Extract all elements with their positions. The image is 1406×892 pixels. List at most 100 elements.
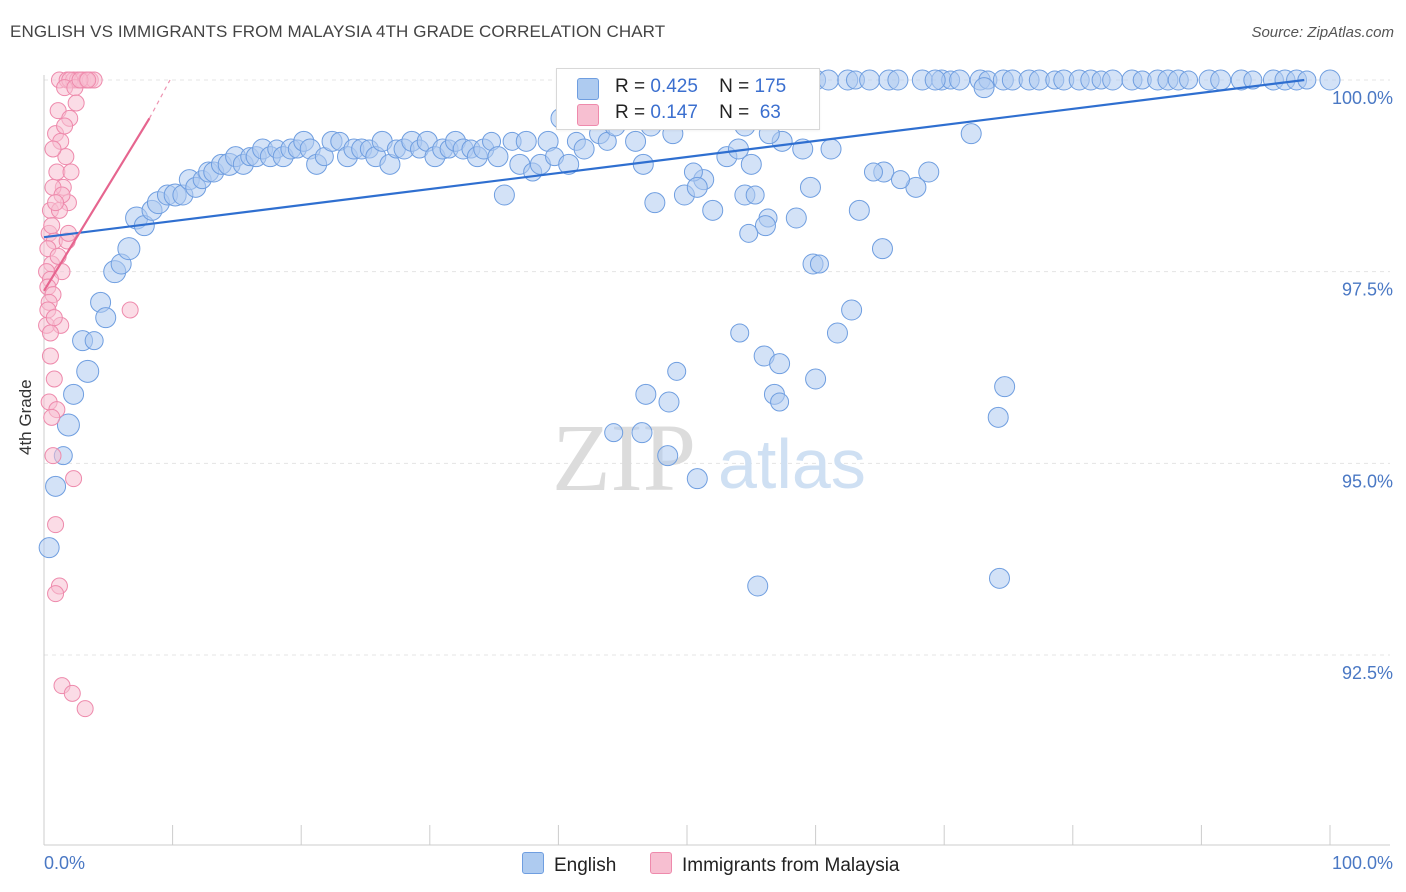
english-point xyxy=(799,176,821,198)
malaysia-trend-extension xyxy=(148,79,171,119)
english-point xyxy=(785,207,807,229)
english-point xyxy=(487,146,509,168)
english-point xyxy=(739,223,759,243)
stats-legend: R = 0.425 N = 175 R = 0.147 N = 63 xyxy=(556,68,820,130)
legend-swatch-malaysia xyxy=(650,852,672,874)
malaysia-point xyxy=(56,117,74,135)
english-point xyxy=(38,537,60,559)
english-trend-line xyxy=(43,78,1305,239)
axes xyxy=(43,75,1390,846)
english-point xyxy=(769,353,791,375)
y-tick-label: 100.0% xyxy=(1332,88,1393,108)
y-tick-label: 97.5% xyxy=(1342,280,1393,300)
english-point xyxy=(817,69,839,91)
english-point xyxy=(625,130,647,152)
english-point xyxy=(76,359,100,383)
english-point xyxy=(686,176,708,198)
legend-swatch-english xyxy=(522,852,544,874)
legend-n-value: 63 xyxy=(759,102,781,123)
english-point xyxy=(841,299,863,321)
malaysia-point xyxy=(63,684,81,702)
english-point xyxy=(95,307,117,329)
malaysia-point xyxy=(62,163,80,181)
malaysia-point xyxy=(65,470,83,488)
english-point xyxy=(631,422,653,444)
english-point xyxy=(56,413,80,437)
legend-r-label: R = xyxy=(615,102,646,123)
legend-label-english: English xyxy=(554,855,617,876)
malaysia-point xyxy=(41,324,59,342)
legend-n-value: 175 xyxy=(754,76,787,97)
malaysia-point xyxy=(57,148,75,166)
malaysia-point xyxy=(67,94,85,112)
legend-item-malaysia[interactable]: Immigrants from Malaysia xyxy=(650,852,900,877)
english-point xyxy=(1243,70,1263,90)
watermark: ZIP atlas xyxy=(552,404,866,511)
legend-r-value: 0.147 xyxy=(650,102,698,123)
malaysia-trend-line xyxy=(43,117,151,292)
tick-labels: 92.5% 95.0% 97.5% 100.0% 0.0% 100.0% xyxy=(44,88,1393,873)
english-point xyxy=(859,69,881,91)
malaysia-point xyxy=(43,217,61,235)
english-point xyxy=(686,468,708,490)
legend-swatch-english xyxy=(577,78,599,100)
english-point xyxy=(604,423,624,443)
y-tick-label: 95.0% xyxy=(1342,471,1393,491)
english-point xyxy=(1179,70,1199,90)
english-point xyxy=(994,376,1016,398)
english-point xyxy=(949,69,971,91)
english-point xyxy=(45,475,67,497)
malaysia-point xyxy=(76,700,94,718)
legend-n-label: N = xyxy=(719,76,750,97)
english-point xyxy=(973,77,995,99)
english-point xyxy=(770,392,790,412)
english-point xyxy=(988,567,1010,589)
legend-swatch-malaysia xyxy=(577,104,599,126)
english-point xyxy=(826,322,848,344)
malaysia-point xyxy=(47,516,65,534)
english-point xyxy=(890,170,910,190)
english-point xyxy=(745,185,765,205)
source-label: Source: ZipAtlas.com xyxy=(1251,24,1394,41)
legend-r-label: R = xyxy=(615,76,646,97)
english-point xyxy=(493,184,515,206)
malaysia-point xyxy=(41,347,59,365)
english-point xyxy=(515,130,537,152)
malaysia-point xyxy=(79,71,97,89)
english-point xyxy=(1210,69,1232,91)
english-point xyxy=(747,575,769,597)
chart-title: ENGLISH VS IMMIGRANTS FROM MALAYSIA 4TH … xyxy=(10,22,666,41)
english-point xyxy=(805,368,827,390)
english-point xyxy=(573,138,595,160)
watermark-atlas: atlas xyxy=(718,425,866,503)
english-point xyxy=(1102,69,1124,91)
x-tick-label: 0.0% xyxy=(44,853,85,873)
english-point xyxy=(635,383,657,405)
english-point xyxy=(658,391,680,413)
trend-lines xyxy=(43,78,1305,292)
grid-lines xyxy=(44,79,1390,656)
english-point xyxy=(740,153,762,175)
malaysia-point xyxy=(45,309,63,327)
english-point xyxy=(871,238,893,260)
english-point xyxy=(117,237,141,261)
english-point xyxy=(84,331,104,351)
legend-n-label: N = xyxy=(719,102,750,123)
legend-item-english[interactable]: English xyxy=(522,852,616,877)
english-point xyxy=(667,361,687,381)
english-point xyxy=(702,199,724,221)
legend-label-malaysia: Immigrants from Malaysia xyxy=(682,855,900,876)
english-point xyxy=(987,406,1009,428)
english-point xyxy=(657,445,679,467)
english-point xyxy=(558,153,580,175)
malaysia-point xyxy=(49,247,67,265)
english-point xyxy=(863,162,883,182)
malaysia-point xyxy=(47,194,65,212)
english-point xyxy=(644,192,666,214)
x-tick-label: 100.0% xyxy=(1332,853,1393,873)
malaysia-point xyxy=(47,585,65,603)
malaysia-point xyxy=(48,163,66,181)
malaysia-point xyxy=(121,301,139,319)
y-tick-label: 92.5% xyxy=(1342,663,1393,683)
